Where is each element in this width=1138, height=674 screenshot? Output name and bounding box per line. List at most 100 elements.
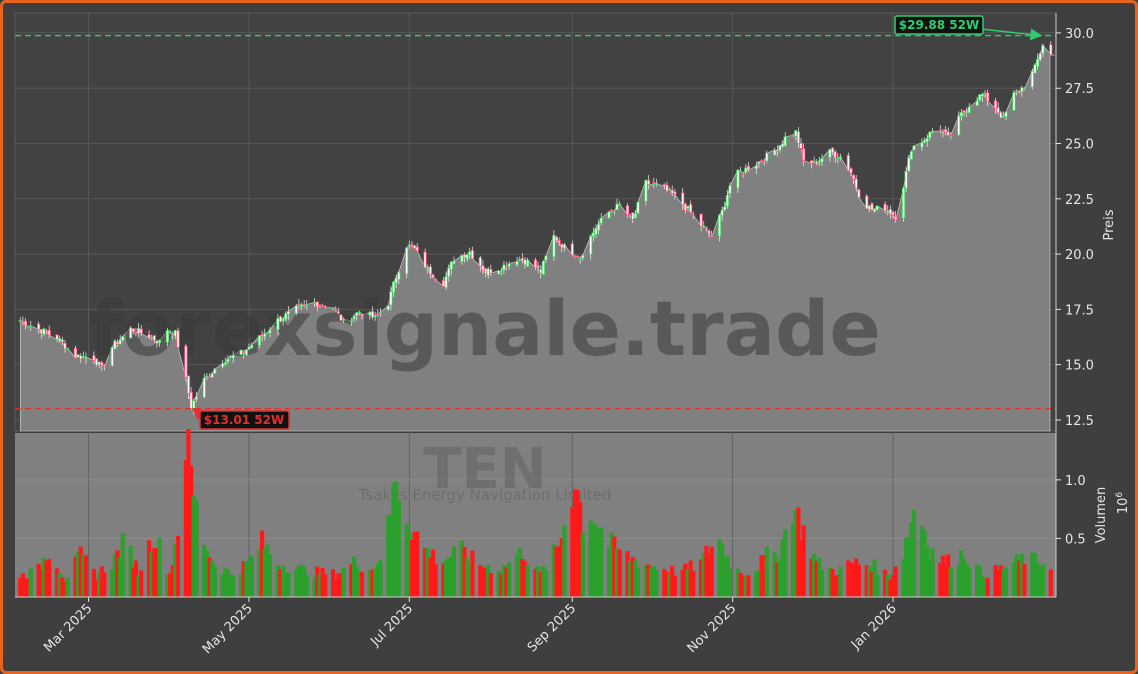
volume-bar bbox=[267, 554, 273, 597]
volume-axis-label: Volumen bbox=[1094, 487, 1109, 544]
candle-body bbox=[157, 340, 162, 344]
volume-bar bbox=[578, 501, 583, 597]
candle-body bbox=[173, 329, 177, 337]
candle-body bbox=[47, 329, 51, 336]
volume-bar bbox=[404, 523, 409, 597]
volume-bar bbox=[260, 530, 265, 597]
price-tick-label: 25.0 bbox=[1065, 137, 1094, 152]
candle-body bbox=[1014, 90, 1019, 93]
candle-body bbox=[318, 304, 322, 307]
volume-bar bbox=[467, 563, 472, 597]
candle-body bbox=[26, 325, 30, 328]
candle-body bbox=[202, 377, 206, 398]
candle-body bbox=[870, 203, 874, 211]
volume-bar bbox=[998, 565, 1003, 597]
volume-bar bbox=[580, 532, 585, 597]
candle-body bbox=[959, 111, 963, 117]
candle-body bbox=[778, 145, 782, 151]
volume-bar bbox=[754, 571, 759, 597]
candle-body bbox=[1033, 64, 1037, 74]
volume-bar bbox=[706, 553, 712, 597]
volume-bar bbox=[948, 567, 953, 597]
candle-body bbox=[331, 307, 335, 310]
candle-body bbox=[1001, 115, 1006, 118]
candle-body bbox=[115, 341, 120, 345]
candle-body bbox=[523, 259, 527, 266]
low-52w-label-box bbox=[199, 410, 290, 430]
candle-body bbox=[147, 334, 151, 339]
volume-bar bbox=[1048, 569, 1053, 597]
volume-bar bbox=[204, 550, 210, 597]
candle-body bbox=[336, 310, 340, 314]
candle-body bbox=[802, 148, 806, 161]
volume-bar bbox=[946, 554, 951, 597]
candle-body bbox=[817, 160, 822, 163]
volume-bar bbox=[599, 527, 604, 597]
candle-body bbox=[938, 129, 942, 132]
candle-body bbox=[618, 203, 622, 206]
volume-bar bbox=[980, 575, 985, 597]
candle-body bbox=[570, 243, 574, 256]
candle-body bbox=[683, 203, 687, 211]
volume-bar bbox=[231, 575, 236, 597]
volume-bar bbox=[373, 568, 378, 597]
candle-body bbox=[986, 92, 990, 102]
volume-bar bbox=[835, 575, 840, 597]
volume-bar bbox=[520, 558, 525, 597]
volume-bar bbox=[1017, 560, 1022, 597]
volume-bar bbox=[517, 547, 522, 597]
price-tick-label: 15.0 bbox=[1065, 359, 1094, 374]
volume-bar bbox=[630, 557, 635, 597]
candle-body bbox=[223, 362, 227, 365]
candle-body bbox=[1049, 44, 1053, 55]
volume-bar bbox=[977, 565, 982, 597]
candle-body bbox=[557, 240, 561, 244]
candle-body bbox=[688, 203, 693, 213]
candle-body bbox=[920, 142, 924, 148]
candle-body bbox=[886, 210, 890, 213]
volume-bar bbox=[470, 550, 475, 597]
candle-body bbox=[575, 255, 580, 258]
candle-body bbox=[794, 130, 798, 137]
volume-bar bbox=[1032, 552, 1038, 597]
volume-bar bbox=[743, 576, 748, 597]
volume-bar bbox=[762, 555, 767, 597]
volume-bar bbox=[317, 574, 323, 597]
volume-bar bbox=[20, 573, 25, 597]
volume-bar bbox=[378, 559, 383, 597]
volume-bar bbox=[964, 564, 969, 597]
volume-bar bbox=[654, 570, 659, 597]
volume-bar bbox=[62, 581, 68, 597]
volume-bar bbox=[867, 566, 872, 597]
candle-body bbox=[999, 111, 1003, 119]
watermark-text: forexsignale.trade bbox=[89, 284, 881, 373]
volume-bar bbox=[246, 560, 252, 597]
volume-bar bbox=[433, 564, 438, 597]
candle-body bbox=[628, 214, 632, 217]
price-tick-label: 27.5 bbox=[1065, 82, 1094, 97]
volume-bar bbox=[146, 540, 152, 597]
candle-body bbox=[596, 223, 601, 231]
date-tick-label: Jan 2026 bbox=[848, 601, 900, 653]
volume-bar bbox=[278, 569, 283, 597]
candle-body bbox=[441, 280, 446, 287]
volume-bar bbox=[783, 529, 788, 597]
candle-body bbox=[410, 244, 414, 248]
candle-body bbox=[171, 333, 175, 336]
candle-body bbox=[186, 375, 191, 395]
candle-body bbox=[21, 320, 25, 323]
volume-bar bbox=[593, 525, 599, 597]
volume-bar bbox=[869, 572, 875, 597]
candle-body bbox=[894, 215, 898, 221]
volume-bar bbox=[501, 564, 507, 597]
candle-body bbox=[757, 161, 761, 165]
candle-body bbox=[965, 110, 969, 114]
volume-bar bbox=[830, 568, 835, 597]
volume-bar bbox=[985, 577, 990, 597]
candle-body bbox=[397, 271, 401, 281]
volume-bar bbox=[189, 465, 194, 597]
candle-body bbox=[483, 268, 488, 274]
candle-body bbox=[213, 368, 217, 375]
volume-bar bbox=[212, 565, 217, 597]
candle-body bbox=[759, 160, 764, 163]
